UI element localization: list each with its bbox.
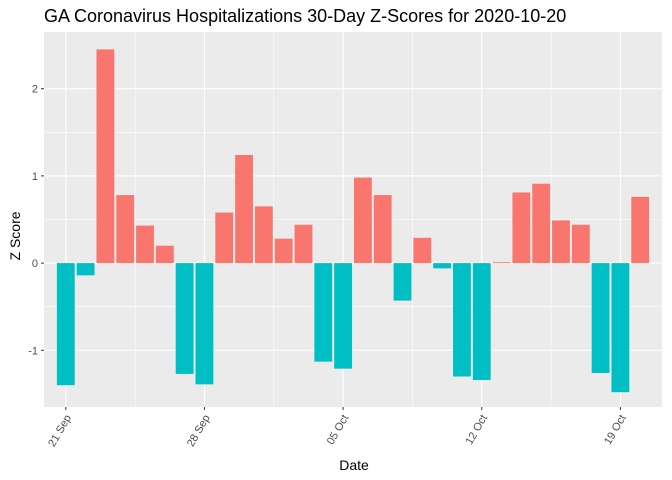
- bar: [453, 263, 471, 377]
- bar: [373, 195, 392, 264]
- bar: [56, 263, 75, 386]
- bar: [136, 225, 154, 264]
- bar: [571, 224, 590, 264]
- bar: [294, 224, 313, 264]
- bar: [314, 263, 333, 362]
- bar: [472, 263, 491, 380]
- bar: [215, 212, 234, 264]
- x-axis: 21 Sep 28 Sep 05 Oct 12 Oct 19 Oct: [46, 407, 629, 449]
- bar: [631, 196, 650, 264]
- bar: [96, 49, 115, 264]
- x-tick-label: 12 Oct: [463, 413, 490, 447]
- bar: [195, 263, 214, 385]
- bar: [591, 263, 610, 373]
- x-tick-label: 19 Oct: [602, 413, 629, 447]
- x-axis-title: Date: [339, 457, 369, 473]
- y-tick-label: 0: [32, 258, 38, 270]
- bar: [552, 220, 570, 264]
- bar: [254, 206, 273, 264]
- bar: [532, 183, 551, 264]
- bar: [433, 263, 452, 269]
- bar: [116, 195, 135, 264]
- bar: [512, 192, 531, 264]
- y-tick-label: 2: [32, 84, 38, 96]
- bar: [393, 263, 412, 301]
- x-tick-label: 28 Sep: [185, 413, 213, 449]
- bar: [334, 263, 353, 369]
- x-tick-label: 21 Sep: [46, 413, 74, 449]
- bar: [175, 263, 194, 374]
- bar: [611, 263, 630, 393]
- bar: [155, 245, 174, 264]
- chart-title: GA Coronavirus Hospitalizations 30-Day Z…: [44, 6, 566, 26]
- bar: [235, 154, 253, 264]
- bar: [76, 263, 95, 276]
- y-axis: -1 0 1 2: [28, 84, 44, 357]
- bar: [353, 177, 372, 264]
- plot-panel: [44, 32, 662, 407]
- bar: [274, 238, 293, 264]
- x-tick-label: 05 Oct: [325, 413, 352, 447]
- y-tick-label: -1: [28, 345, 38, 357]
- bar: [492, 262, 511, 264]
- y-tick-label: 1: [32, 171, 38, 183]
- bar: [413, 237, 432, 264]
- bars: [56, 49, 650, 393]
- y-axis-title: Z Score: [7, 211, 23, 260]
